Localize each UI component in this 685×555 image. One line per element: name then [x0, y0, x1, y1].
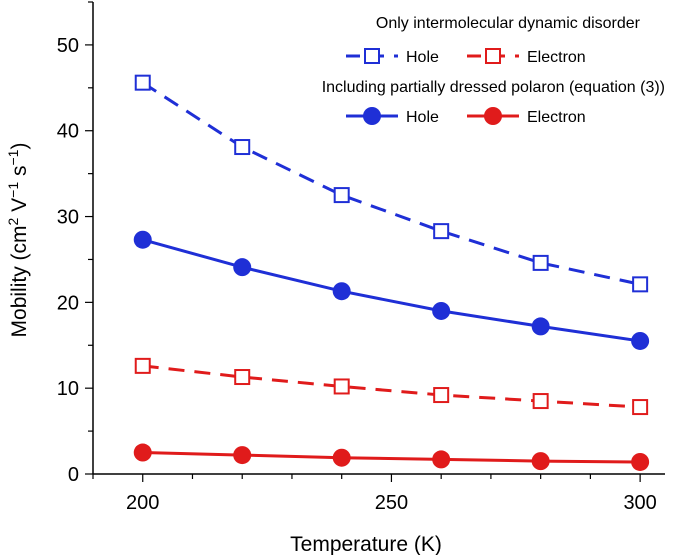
data-point — [332, 448, 351, 467]
axis-ticks: 200 250 300 0 10 20 30 40 50 — [57, 1, 657, 514]
y-axis-title-mid2: s — [8, 166, 31, 182]
legend-group1-title: Only intermolecular dynamic disorder — [376, 15, 641, 32]
x-tick-label: 200 — [126, 492, 159, 514]
legend-marker — [484, 107, 502, 125]
data-point — [532, 254, 549, 271]
y-tick-label: 40 — [57, 121, 79, 143]
data-point — [631, 452, 650, 471]
legend-label: Electron — [527, 49, 586, 66]
legend: Only intermolecular dynamic disorder Inc… — [322, 15, 665, 126]
data-point — [632, 399, 649, 416]
y-tick-label: 10 — [57, 378, 79, 400]
data-point — [632, 276, 649, 293]
data-point — [233, 258, 252, 277]
plot-frame — [92, 2, 665, 475]
series-line — [141, 81, 641, 286]
x-tick-label: 300 — [623, 492, 656, 514]
data-point — [234, 369, 251, 386]
data-point — [233, 446, 252, 465]
data-point — [134, 357, 151, 374]
x-tick-label: 250 — [375, 492, 408, 514]
data-point — [432, 450, 451, 469]
series-electron-group1 — [134, 357, 649, 416]
legend-marker — [364, 48, 380, 64]
series-line — [142, 364, 641, 409]
data-point — [333, 378, 350, 395]
data-point — [433, 387, 450, 404]
data-point — [133, 443, 152, 462]
y-tick-label: 30 — [57, 207, 79, 229]
series-hole-group1 — [134, 74, 649, 293]
legend-item-hole-group2: Hole — [346, 107, 439, 126]
data-point — [531, 317, 550, 336]
y-axis-title-sup3: −1 — [5, 149, 21, 165]
y-axis-title-end: ) — [8, 143, 31, 150]
y-axis-title-mid1: V — [8, 198, 31, 218]
y-tick-label: 20 — [57, 292, 79, 314]
legend-group2-title: Including partially dressed polaron (equ… — [322, 79, 665, 96]
data-point — [631, 331, 650, 350]
legend-label: Hole — [406, 109, 439, 126]
data-point — [332, 282, 351, 301]
legend-label: Hole — [406, 49, 439, 66]
data-point — [432, 301, 451, 320]
data-point — [333, 187, 350, 204]
y-tick-label: 50 — [57, 35, 79, 57]
series-electron-group2 — [133, 443, 650, 471]
data-point — [531, 452, 550, 471]
series-line — [142, 451, 641, 464]
legend-marker — [363, 107, 381, 125]
series-hole-group2 — [133, 230, 650, 350]
data-point — [133, 230, 152, 249]
legend-label: Electron — [527, 109, 586, 126]
y-axis-title: Mobility (cm2 V−1 s−1) — [5, 143, 31, 338]
y-axis-title-base: Mobility (cm — [8, 225, 31, 337]
series-line — [142, 238, 641, 343]
legend-item-electron-group1: Electron — [467, 48, 586, 66]
legend-marker — [485, 48, 501, 64]
y-axis-title-sup1: 2 — [5, 217, 21, 225]
y-tick-label: 0 — [68, 464, 79, 486]
data-point — [234, 139, 251, 156]
x-axis-title: Temperature (K) — [290, 533, 442, 555]
legend-item-hole-group1: Hole — [346, 48, 439, 66]
data-point — [134, 74, 151, 91]
data-point — [433, 223, 450, 240]
data-point — [532, 393, 549, 410]
series-layer — [133, 74, 650, 471]
legend-item-electron-group2: Electron — [467, 107, 586, 126]
y-axis-title-sup2: −1 — [5, 182, 21, 198]
